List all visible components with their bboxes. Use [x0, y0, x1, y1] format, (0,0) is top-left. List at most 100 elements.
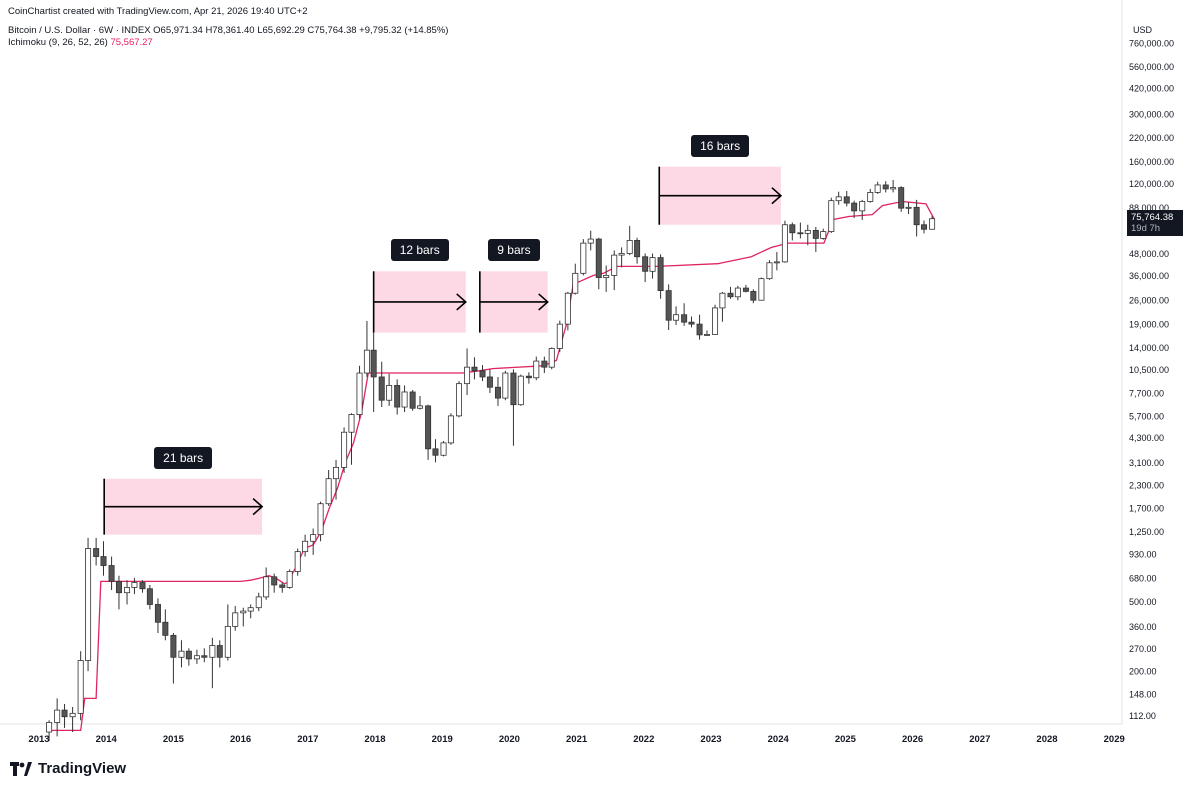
candle-down [185, 650, 192, 660]
candle-up [317, 503, 324, 536]
zone-arrow-head [456, 293, 467, 311]
candle-down [271, 576, 278, 586]
price-axis-tick: 930.00 [1129, 550, 1157, 560]
candle-down [812, 229, 819, 239]
candle-up [835, 196, 842, 202]
price-axis-tick: 26,000.00 [1129, 296, 1169, 306]
time-axis[interactable]: 2013 2014 2015 2016 2017 2018 2019 2020 2021 2022… [28, 734, 1124, 745]
candle-up [766, 262, 773, 280]
candle-down [510, 372, 517, 406]
price-axis-tick: 5,700.00 [1129, 411, 1164, 421]
candle-up [247, 607, 254, 612]
candle-up [929, 218, 936, 230]
price-axis-tick: 200.00 [1129, 667, 1157, 677]
candle-down [742, 287, 749, 292]
candle-up [626, 240, 633, 254]
candle-up [401, 391, 408, 408]
candle-up [820, 231, 827, 239]
price-axis-tick: 680.00 [1129, 573, 1157, 583]
price-axis-tick: 48,000.00 [1129, 249, 1169, 259]
price-axis-tick: 19,000.00 [1129, 320, 1169, 330]
candle-down [93, 548, 100, 557]
candle-down [162, 621, 169, 636]
indicator-name: Ichimoku (9, 26, 52, 26) [8, 37, 108, 48]
candle-down [394, 385, 401, 408]
candle-up [440, 442, 447, 456]
candle-down [170, 634, 177, 658]
candle-up [209, 645, 216, 658]
candle-down [471, 366, 478, 372]
bar-count-zones [103, 166, 783, 535]
candle-up [804, 229, 811, 234]
candle-down [146, 588, 153, 605]
candle-up [294, 551, 301, 572]
chart-attribution: CoinChartist created with TradingView.co… [8, 6, 308, 17]
candle-up [54, 709, 61, 723]
candle-up [758, 278, 765, 301]
time-axis-tick: 2015 [163, 734, 185, 745]
candle-down [378, 376, 385, 401]
candle-down [425, 405, 432, 450]
candle-down [216, 645, 223, 658]
price-axis-tick: 7,700.00 [1129, 388, 1164, 398]
bar-countdown: 19d 7h [1131, 222, 1161, 234]
time-axis-tick: 2029 [1104, 734, 1125, 745]
symbol-ohlc-legend[interactable]: Bitcoin / U.S. Dollar · 6W · INDEX O65,9… [8, 25, 449, 36]
time-axis-tick: 2021 [566, 734, 588, 745]
price-axis-tick: 120,000.00 [1129, 179, 1174, 189]
candle-up [232, 612, 239, 627]
candle-down [681, 314, 688, 323]
indicator-value: 75,567.27 [110, 37, 153, 48]
price-axis-tick: 148.00 [1129, 690, 1157, 700]
candle-down [688, 321, 695, 325]
time-axis-tick: 2014 [96, 734, 118, 745]
candle-down [139, 582, 146, 590]
price-axis[interactable]: 760,000.00 560,000.00 420,000.00 300,000.00… [1129, 39, 1174, 721]
candle-down [201, 655, 208, 658]
candle-up [719, 292, 726, 309]
candle-up [533, 360, 540, 379]
candle-up [131, 582, 138, 588]
tradingview-logo-text: TradingView [38, 760, 127, 777]
price-axis-tick: 560,000.00 [1129, 62, 1174, 72]
price-axis-tick: 760,000.00 [1129, 39, 1174, 49]
candle-up [447, 415, 454, 444]
candle-up [325, 478, 332, 505]
price-axis-tick: 220,000.00 [1129, 133, 1174, 143]
time-axis-tick: 2018 [364, 734, 385, 745]
candle-up [773, 261, 780, 264]
candle-up [224, 625, 231, 658]
candle-down [750, 290, 757, 301]
candle-up [564, 292, 571, 325]
candle-up [85, 548, 92, 661]
candle-down [409, 391, 416, 409]
zone-arrow-head [771, 187, 783, 205]
bar-count-label: 16 bars [691, 134, 750, 157]
candle-down [432, 448, 439, 456]
candle-up [386, 385, 393, 401]
candle-up [417, 405, 424, 409]
tradingview-logo[interactable]: TradingView [10, 760, 126, 777]
time-axis-tick: 2019 [432, 734, 453, 745]
candle-down [898, 187, 905, 209]
candle-up [712, 307, 719, 335]
price-axis-tick: 10,500.00 [1129, 365, 1169, 375]
candle-up [356, 372, 363, 415]
candle-up [310, 534, 317, 542]
candle-down [370, 349, 377, 378]
candle-up [611, 254, 618, 276]
candle-up [580, 242, 587, 274]
time-axis-tick: 2025 [835, 734, 857, 745]
bar-count-label: 12 bars [390, 239, 449, 262]
candle-up [46, 722, 53, 733]
candle-down [479, 370, 486, 378]
candle-up [69, 712, 76, 718]
time-axis-tick: 2017 [297, 734, 318, 745]
candle-up [341, 431, 348, 468]
last-price-value: 75,764.38 [1131, 211, 1174, 223]
indicator-legend[interactable]: Ichimoku (9, 26, 52, 26) 75,567.27 [8, 37, 153, 48]
candle-up [603, 275, 610, 278]
candle-up [363, 349, 370, 374]
candle-up [781, 224, 788, 263]
